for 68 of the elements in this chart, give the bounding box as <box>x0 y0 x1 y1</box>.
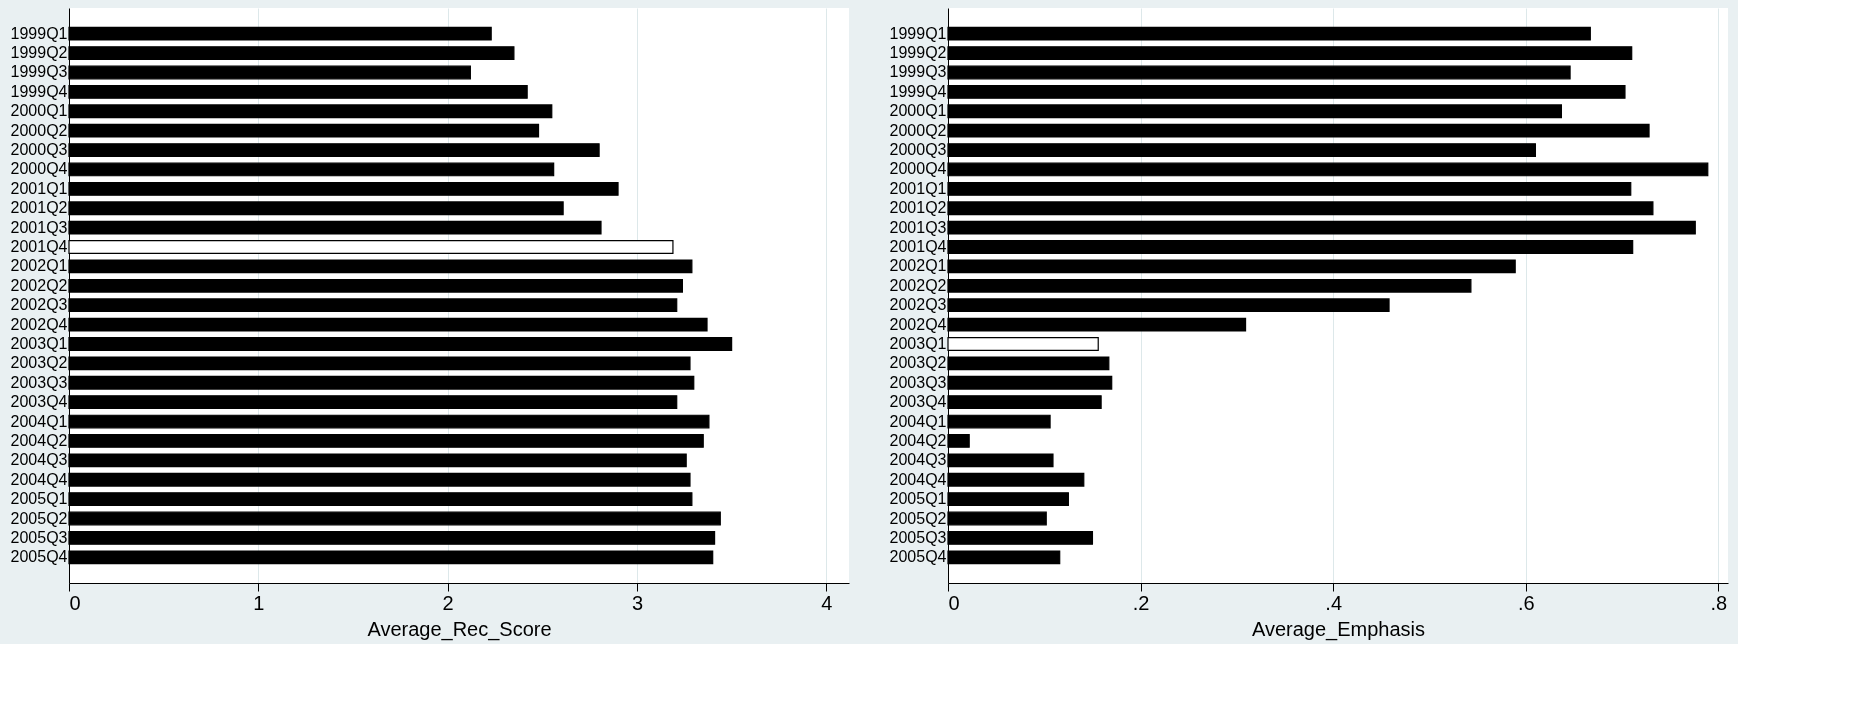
y-tick-label: 2002Q1 <box>889 257 947 275</box>
y-tick-label: 1999Q3 <box>10 63 68 81</box>
x-tick-label: .8 <box>1710 591 1728 614</box>
y-tick-label: 2001Q1 <box>889 179 947 197</box>
x-tick-label: 3 <box>631 591 644 614</box>
y-tick-label: 2001Q3 <box>889 218 947 236</box>
y-tick-label: 2003Q1 <box>889 334 947 352</box>
y-tick-label: 2005Q4 <box>10 548 68 566</box>
y-tick-label: 2005Q2 <box>889 509 947 527</box>
y-tick-label: 1999Q2 <box>10 44 68 62</box>
x-tick-label: 1 <box>253 591 265 614</box>
x-tick-label: .2 <box>1132 591 1150 614</box>
y-tick-label: 2002Q3 <box>889 296 947 314</box>
y-tick-label: 2003Q3 <box>889 373 947 391</box>
y-tick-label: 1999Q2 <box>889 44 947 62</box>
x-tick-label: 4 <box>821 591 833 614</box>
y-tick-label: 2004Q3 <box>889 451 947 469</box>
y-tick-label: 2002Q4 <box>10 315 68 333</box>
y-tick-label: 2005Q2 <box>10 509 68 527</box>
y-tick-label: 2004Q1 <box>10 412 68 430</box>
y-tick-label: 2003Q2 <box>10 354 68 372</box>
y-tick-label: 2000Q4 <box>889 160 947 178</box>
y-tick-label: 2002Q4 <box>889 315 947 333</box>
y-tick-label: 2000Q1 <box>10 102 68 120</box>
y-tick-label: 2002Q2 <box>889 276 947 294</box>
y-tick-label: 1999Q3 <box>889 63 947 81</box>
x-axis-title: Average_Rec_Score <box>367 617 552 641</box>
y-tick-label: 2002Q3 <box>10 296 68 314</box>
y-tick-label: 1999Q4 <box>889 82 947 100</box>
y-tick-label: 2000Q3 <box>10 141 68 159</box>
y-tick-label: 2004Q4 <box>10 470 68 488</box>
y-tick-label: 2003Q4 <box>889 393 947 411</box>
y-tick-label: 2000Q2 <box>10 121 68 139</box>
y-tick-label: 1999Q4 <box>10 82 68 100</box>
y-tick-label: 2004Q1 <box>889 412 947 430</box>
y-tick-label: 2005Q1 <box>10 490 68 508</box>
y-tick-label: 2003Q1 <box>10 334 68 352</box>
y-tick-label: 2002Q2 <box>10 276 68 294</box>
y-tick-label: 2001Q4 <box>10 238 68 256</box>
x-tick-label: 2 <box>442 591 454 614</box>
y-tick-label: 2000Q2 <box>889 121 947 139</box>
x-tick-label: 0 <box>948 591 960 614</box>
y-tick-label: 2002Q1 <box>10 257 68 275</box>
y-tick-label: 2005Q4 <box>889 548 947 566</box>
y-tick-label: 2004Q3 <box>10 451 68 469</box>
x-tick-label: .6 <box>1517 591 1535 614</box>
y-tick-label: 2005Q3 <box>10 528 68 546</box>
y-tick-label: 2005Q3 <box>889 528 947 546</box>
y-tick-label: 2003Q3 <box>10 373 68 391</box>
y-tick-label: 2004Q2 <box>889 431 947 449</box>
y-tick-label: 1999Q1 <box>10 24 68 42</box>
y-tick-label: 2001Q3 <box>10 218 68 236</box>
x-tick-label: 0 <box>69 591 81 614</box>
y-tick-label: 2005Q1 <box>889 490 947 508</box>
y-tick-label: 2000Q4 <box>10 160 68 178</box>
y-tick-label: 2001Q2 <box>889 199 947 217</box>
y-tick-label: 2003Q2 <box>889 354 947 372</box>
y-tick-label: 2000Q3 <box>889 141 947 159</box>
y-tick-label: 2001Q2 <box>10 199 68 217</box>
y-tick-label: 2004Q4 <box>889 470 947 488</box>
x-axis-title: Average_Emphasis <box>1251 617 1426 641</box>
y-tick-label: 2000Q1 <box>889 102 947 120</box>
y-tick-label: 2001Q1 <box>10 179 68 197</box>
y-tick-label: 1999Q1 <box>889 24 947 42</box>
y-tick-label: 2003Q4 <box>10 393 68 411</box>
x-tick-label: .4 <box>1325 591 1343 614</box>
y-tick-label: 2004Q2 <box>10 431 68 449</box>
y-tick-label: 2001Q4 <box>889 238 947 256</box>
